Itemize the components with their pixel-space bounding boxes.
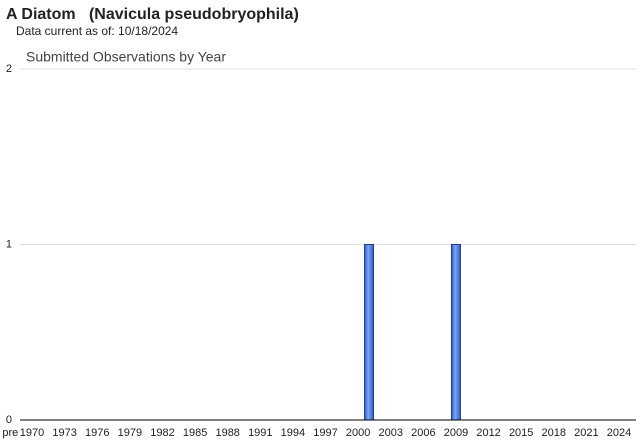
x-tick-label: 1982: [150, 427, 174, 439]
x-tick-label: 1979: [118, 427, 142, 439]
x-tick-label: 2006: [411, 427, 435, 439]
x-tick-label: 2000: [346, 427, 370, 439]
x-tick-label: 2024: [607, 427, 631, 439]
x-tick-label: 1970: [20, 427, 44, 439]
x-tick-label: 1976: [85, 427, 109, 439]
x-tick-label: 1988: [215, 427, 239, 439]
y-tick-label: 1: [6, 238, 12, 250]
y-tick-label: 2: [6, 63, 12, 75]
x-tick-label: 2009: [444, 427, 468, 439]
x-tick-label: 2003: [379, 427, 403, 439]
x-tick-label: 2012: [476, 427, 500, 439]
x-tick-label: 1973: [52, 427, 76, 439]
bar: [364, 244, 375, 421]
page-title: A Diatom (Navicula pseudobryophila): [6, 6, 299, 23]
bar: [450, 244, 461, 421]
x-tick-label: 1994: [281, 427, 305, 439]
subtitle: Data current as of: 10/18/2024: [16, 24, 178, 38]
x-tick-label: 1991: [248, 427, 272, 439]
y-tick-label: 0: [6, 414, 12, 426]
x-tick-label: 2015: [509, 427, 533, 439]
x-tick-label: pre: [2, 427, 18, 439]
x-tick-label: 2021: [574, 427, 598, 439]
x-tick-label: 2018: [542, 427, 566, 439]
x-tick-label: 1985: [183, 427, 207, 439]
x-tick-label: 1997: [313, 427, 337, 439]
chart-title: Submitted Observations by Year: [26, 49, 226, 65]
